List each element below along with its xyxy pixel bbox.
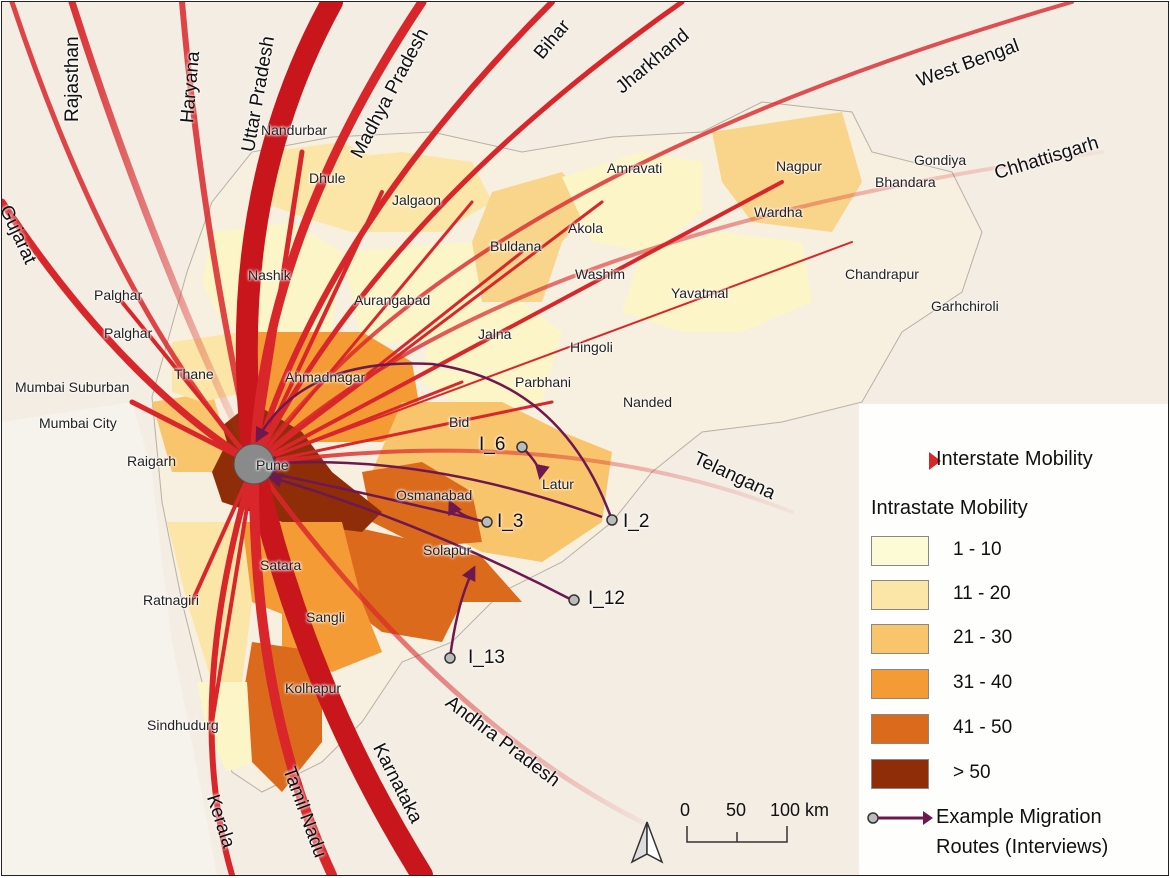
interstate-flows	[2, 2, 1104, 875]
legend-class-label: 41 - 50	[953, 717, 1013, 738]
label-district: Wardha	[754, 204, 803, 220]
north-arrow-icon	[630, 821, 664, 864]
label-district: Dhule	[309, 170, 346, 186]
scale-label-100: 100 km	[770, 800, 830, 820]
label-district: Thane	[174, 366, 214, 382]
district-solapur	[332, 522, 522, 642]
legend-swatch	[871, 580, 929, 610]
label-district: Yavatmal	[671, 285, 729, 301]
flow-jharkhand	[251, 2, 685, 467]
label-district: Solapur	[423, 542, 472, 558]
flow-uttar-pradesh	[235, 2, 343, 475]
route-arrow-icon	[867, 811, 933, 825]
flow-andhra-pradesh	[251, 461, 645, 825]
label-route: I_3	[497, 511, 524, 532]
legend-class-label: > 50	[953, 762, 991, 783]
legend-class-label: 31 - 40	[953, 672, 1013, 693]
legend-swatch	[871, 624, 929, 654]
label-district: Amravati	[607, 160, 663, 176]
legend-routes-label-2: Routes (Interviews)	[936, 836, 1109, 858]
legend-routes-label: Example Migration	[936, 806, 1102, 828]
legend-swatch	[871, 714, 929, 744]
district-yavatmal	[622, 232, 812, 332]
label-district: Kolhapur	[285, 680, 342, 696]
label-district: Ratnagiri	[143, 592, 200, 608]
legend-swatch	[871, 536, 929, 566]
label-route: I_13	[468, 647, 505, 668]
label-route: I_2	[623, 511, 650, 532]
district-dhule-jalgaon	[302, 152, 492, 232]
label-district: Nanded	[623, 394, 673, 410]
label-district: Ahmadnagar	[285, 369, 366, 385]
label-district: Jalna	[478, 326, 512, 342]
legend-class-label: 1 - 10	[953, 539, 1002, 560]
label-district: Washim	[575, 266, 626, 282]
label-district: Buldana	[490, 238, 542, 254]
legend: Interstate Mobility Intrastate Mobility …	[859, 404, 1168, 875]
label-district: Akola	[568, 220, 604, 236]
label-district: Nagpur	[776, 158, 822, 174]
label-district: Mumbai City	[39, 415, 117, 431]
label-district: Nandurbar	[261, 122, 328, 138]
district-osmanabad	[362, 462, 482, 547]
label-district: Sangli	[306, 609, 345, 625]
label-district: Parbhani	[515, 374, 572, 390]
interstate-arrow-icon	[875, 452, 941, 470]
flow-karnataka	[243, 453, 433, 875]
legend-interstate-title: Interstate Mobility	[936, 448, 1093, 470]
label-route: I_6	[479, 434, 506, 455]
label-district: Sindhudurg	[147, 717, 219, 733]
sea-area	[2, 402, 217, 875]
flow-telangana	[252, 448, 794, 514]
flow-madhya-pradesh	[249, 2, 427, 469]
label-district: Palghar	[104, 325, 153, 341]
legend-class-label: 11 - 20	[953, 583, 1011, 604]
flow-gujarat	[2, 198, 258, 468]
legend-swatch	[871, 759, 929, 789]
flow-kerala	[208, 461, 257, 875]
interview-routes	[255, 362, 618, 664]
label-pune: Pune	[256, 457, 289, 473]
legend-swatch	[871, 669, 929, 699]
label-district: Hingoli	[570, 339, 613, 355]
label-district: Osmanabad	[396, 487, 473, 503]
label-district: Raigarh	[127, 453, 177, 469]
flow-rajasthan	[68, 2, 258, 468]
label-district: Palghar	[94, 287, 143, 303]
label-district: Mumbai Suburban	[15, 379, 130, 395]
district-akola-amravati	[562, 152, 702, 252]
pune-node	[233, 443, 275, 485]
label-district: Jalgaon	[392, 192, 442, 208]
label-route: I_12	[588, 588, 625, 609]
label-district: Latur	[542, 476, 574, 492]
label-district: Garhchiroli	[931, 298, 999, 314]
legend-intrastate-title: Intrastate Mobility	[871, 497, 1028, 519]
scale-label-0: 0	[680, 800, 691, 820]
label-district: Chandrapur	[845, 266, 919, 282]
scale-bar	[686, 826, 788, 843]
flow-tamil-nadu	[248, 459, 337, 875]
label-district: Aurangabad	[354, 292, 431, 308]
label-district: Nashik	[248, 267, 291, 283]
label-district: Gondiya	[914, 152, 967, 168]
legend-class-label: 21 - 30	[953, 627, 1013, 648]
label-district: Satara	[260, 557, 302, 573]
label-rajasthan: Rajasthan	[62, 36, 83, 122]
label-district: Bhandara	[875, 174, 936, 190]
label-district: Bid	[449, 414, 470, 430]
scale-label-50: 50	[726, 800, 747, 820]
